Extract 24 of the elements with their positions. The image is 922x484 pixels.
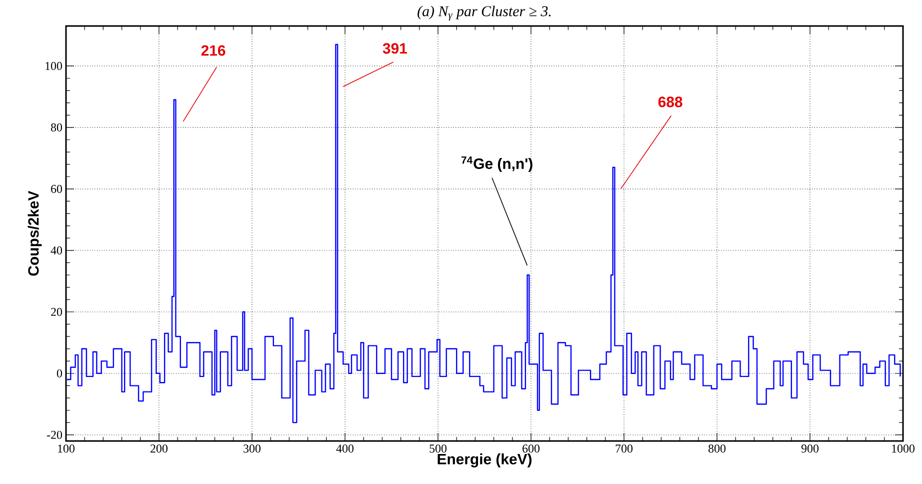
y-tick-label: 40 bbox=[50, 246, 62, 254]
x-tick-label: 500 bbox=[430, 444, 447, 453]
chart-title: (a) N$_{γ}$ par Cluster ≥ 3. bbox=[418, 6, 551, 20]
annotation: 688 bbox=[658, 96, 682, 108]
y-tick-label: 0 bbox=[56, 369, 62, 378]
x-tick-label: 300 bbox=[244, 444, 261, 453]
x-tick-label: 800 bbox=[708, 444, 726, 453]
y-tick-label: 20 bbox=[51, 308, 62, 316]
x-tick-label: 900 bbox=[801, 444, 819, 453]
y-tick-label: 100 bbox=[46, 62, 62, 70]
x-tick-label: 600 bbox=[522, 444, 540, 453]
x-axis-title: Energie (keV) bbox=[438, 453, 532, 468]
y-tick-label: -20 bbox=[46, 430, 62, 439]
x-tick-label: 200 bbox=[150, 444, 168, 453]
annotation: 216 bbox=[201, 45, 226, 56]
x-tick-label: 400 bbox=[336, 444, 354, 453]
y-tick-label: 60 bbox=[51, 184, 62, 193]
annotation: $^{74}$Ge (n,n') bbox=[461, 156, 532, 172]
x-tick-label: 100 bbox=[58, 444, 75, 453]
x-tick-label: 1000 bbox=[892, 444, 915, 453]
annotation: 391 bbox=[382, 43, 407, 54]
y-tick-label: 80 bbox=[50, 123, 62, 132]
x-tick-label: 700 bbox=[616, 444, 633, 453]
y-axis-title: Coups/2keV bbox=[28, 190, 42, 276]
